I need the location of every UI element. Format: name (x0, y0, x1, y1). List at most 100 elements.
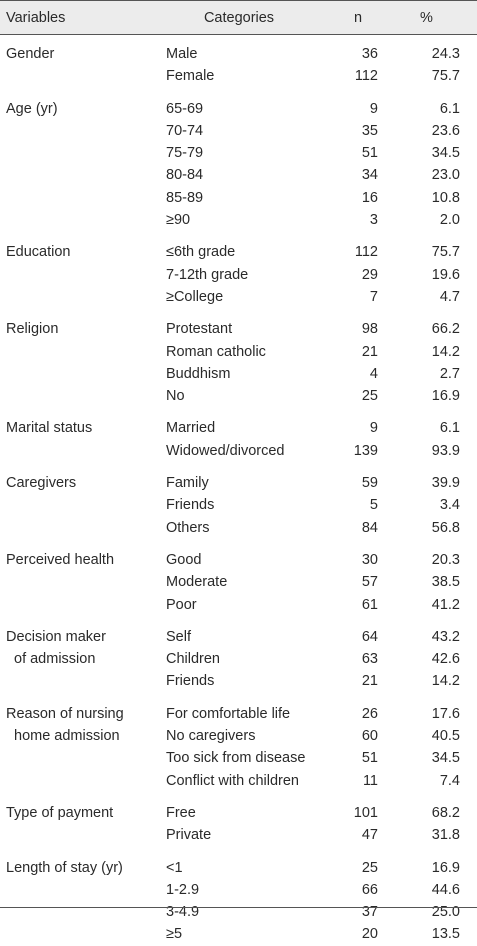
count-cell: 112 (354, 68, 378, 85)
table-bottom-rule (0, 907, 477, 908)
count-cell: 29 (361, 266, 378, 283)
count-cell: 9 (369, 100, 378, 117)
variable-group: Gender Male 36 24.3 Female 112 75.7 (0, 43, 477, 88)
table-row: Conflict with children 11 7.4 (0, 770, 477, 792)
category-cell: 7-12th grade (166, 266, 249, 283)
variable-label: home admission (14, 728, 120, 745)
variable-group: Age (yr) 65-69 9 6.1 70-74 35 23.6 75-79 51 34.5 8… (0, 98, 477, 232)
percent-cell: 43.2 (431, 628, 460, 645)
variable-label: Type of payment (6, 804, 114, 821)
category-cell: ≤6th grade (166, 244, 236, 261)
percent-cell: 38.5 (431, 574, 460, 591)
table-row: Caregivers Family 59 39.9 (0, 472, 477, 494)
count-cell: 57 (361, 574, 378, 591)
table-body: Gender Male 36 24.3 Female 112 75.7 Age (yr) 65-… (0, 35, 477, 946)
category-cell: Self (166, 628, 191, 645)
category-cell: Female (166, 68, 215, 85)
count-cell: 11 (362, 772, 378, 789)
count-cell: 66 (361, 881, 378, 898)
variable-label: Decision maker (6, 628, 106, 645)
percent-cell: 41.2 (431, 596, 460, 613)
table-row: 3-4.9 37 25.0 (0, 901, 477, 923)
table-header: Variables Categories n % (0, 0, 477, 35)
variable-label (0, 341, 160, 363)
percent-cell: 31.8 (431, 827, 460, 844)
table-row: 7-12th grade 29 19.6 (0, 264, 477, 286)
variable-label (0, 901, 160, 923)
count-cell: 9 (369, 420, 378, 437)
variable-label: Perceived health (6, 551, 115, 568)
percent-cell: 13.5 (431, 926, 460, 943)
percent-cell: 7.4 (439, 772, 460, 789)
table-row: Age (yr) 65-69 9 6.1 (0, 98, 477, 120)
category-cell: ≥College (166, 288, 224, 305)
percent-cell: 24.3 (431, 46, 460, 62)
category-cell: 70-74 (166, 122, 204, 139)
category-cell: No (166, 388, 185, 405)
count-cell: 20 (361, 926, 378, 943)
percent-cell: 68.2 (431, 804, 460, 821)
percent-cell: 23.0 (431, 167, 460, 184)
variable-label (0, 770, 160, 792)
category-cell: Male (166, 46, 198, 62)
count-cell: 26 (361, 705, 378, 722)
percent-cell: 6.1 (439, 420, 460, 437)
category-cell: Friends (166, 497, 215, 514)
count-cell: 30 (361, 551, 378, 568)
category-cell: Good (166, 551, 202, 568)
variable-label (0, 494, 160, 516)
table-row: Religion Protestant 98 66.2 (0, 318, 477, 340)
category-cell: Too sick from disease (166, 750, 306, 767)
table-row: Education ≤6th grade 112 75.7 (0, 241, 477, 263)
count-cell: 63 (361, 651, 378, 668)
category-cell: Widowed/divorced (166, 442, 285, 459)
variable-group: Religion Protestant 98 66.2 Roman catholic 21… (0, 318, 477, 407)
variable-label: Gender (6, 46, 55, 62)
category-cell: Friends (166, 673, 215, 690)
percent-cell: 14.2 (431, 343, 460, 360)
percent-cell: 42.6 (431, 651, 460, 668)
variable-label: of admission (14, 651, 96, 668)
table-row: Female 112 75.7 (0, 65, 477, 87)
count-cell: 51 (361, 145, 378, 162)
variable-label (0, 571, 160, 593)
percent-cell: 17.6 (431, 705, 460, 722)
category-cell: 80-84 (166, 167, 204, 184)
variable-label (0, 747, 160, 769)
variable-label (0, 385, 160, 407)
variable-label (0, 264, 160, 286)
variable-group: Decision maker Self 64 43.2 of admission Chil… (0, 626, 477, 693)
category-cell: <1 (166, 859, 183, 876)
category-cell: 75-79 (166, 145, 204, 162)
variable-label: Length of stay (yr) (6, 859, 123, 876)
variable-label: Caregivers (6, 475, 77, 492)
count-cell: 25 (361, 388, 378, 405)
variable-group: Marital status Married 9 6.1 Widowed/divorce… (0, 417, 477, 462)
table-row: Friends 21 14.2 (0, 670, 477, 692)
count-cell: 112 (354, 244, 378, 261)
table-row: Perceived health Good 30 20.3 (0, 549, 477, 571)
table-row: Moderate 57 38.5 (0, 571, 477, 593)
table-row: Roman catholic 21 14.2 (0, 341, 477, 363)
count-cell: 61 (361, 596, 378, 613)
table-row: Marital status Married 9 6.1 (0, 417, 477, 439)
variable-label (0, 594, 160, 616)
variable-group: Reason of nursing For comfortable life 26 1… (0, 703, 477, 792)
category-cell: Protestant (166, 321, 233, 338)
variable-label (0, 164, 160, 186)
percent-cell: 4.7 (439, 288, 460, 305)
table-row: Private 47 31.8 (0, 824, 477, 846)
variable-group: Length of stay (yr) <1 25 16.9 1-2.9 66 44.6 3-… (0, 857, 477, 946)
table-row: home admission No caregivers 60 40.5 (0, 725, 477, 747)
category-cell: Poor (166, 596, 197, 613)
table-row: Poor 61 41.2 (0, 594, 477, 616)
category-cell: Family (166, 475, 209, 492)
table-row: 80-84 34 23.0 (0, 164, 477, 186)
percent-cell: 34.5 (431, 145, 460, 162)
table-row: Decision maker Self 64 43.2 (0, 626, 477, 648)
table-row: 75-79 51 34.5 (0, 142, 477, 164)
variable-label (0, 517, 160, 539)
variable-group: Perceived health Good 30 20.3 Moderate 57 38.5… (0, 549, 477, 616)
percent-cell: 2.0 (439, 212, 460, 229)
percent-cell: 20.3 (431, 551, 460, 568)
